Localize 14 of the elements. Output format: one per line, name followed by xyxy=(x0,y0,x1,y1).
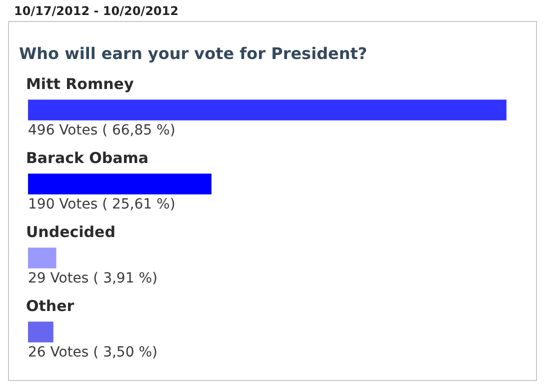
y-tick-label: Mitt Romney xyxy=(26,74,134,93)
data-label: 190 Votes ( 25,61 %) xyxy=(28,196,176,213)
bar xyxy=(28,100,506,120)
data-label: 26 Votes ( 3,50 %) xyxy=(28,344,158,361)
data-label: 29 Votes ( 3,91 %) xyxy=(28,270,158,287)
data-label: 496 Votes ( 66,85 %) xyxy=(28,122,176,139)
bar xyxy=(28,322,54,342)
chart-subtitle: 10/17/2012 - 10/20/2012 xyxy=(14,4,180,20)
y-tick-label: Other xyxy=(26,296,75,315)
bar xyxy=(28,174,212,194)
y-tick-label: Barack Obama xyxy=(26,148,149,167)
bar xyxy=(28,248,56,268)
y-tick-label: Undecided xyxy=(26,222,116,241)
chart-title: Who will earn your vote for President? xyxy=(19,44,368,63)
